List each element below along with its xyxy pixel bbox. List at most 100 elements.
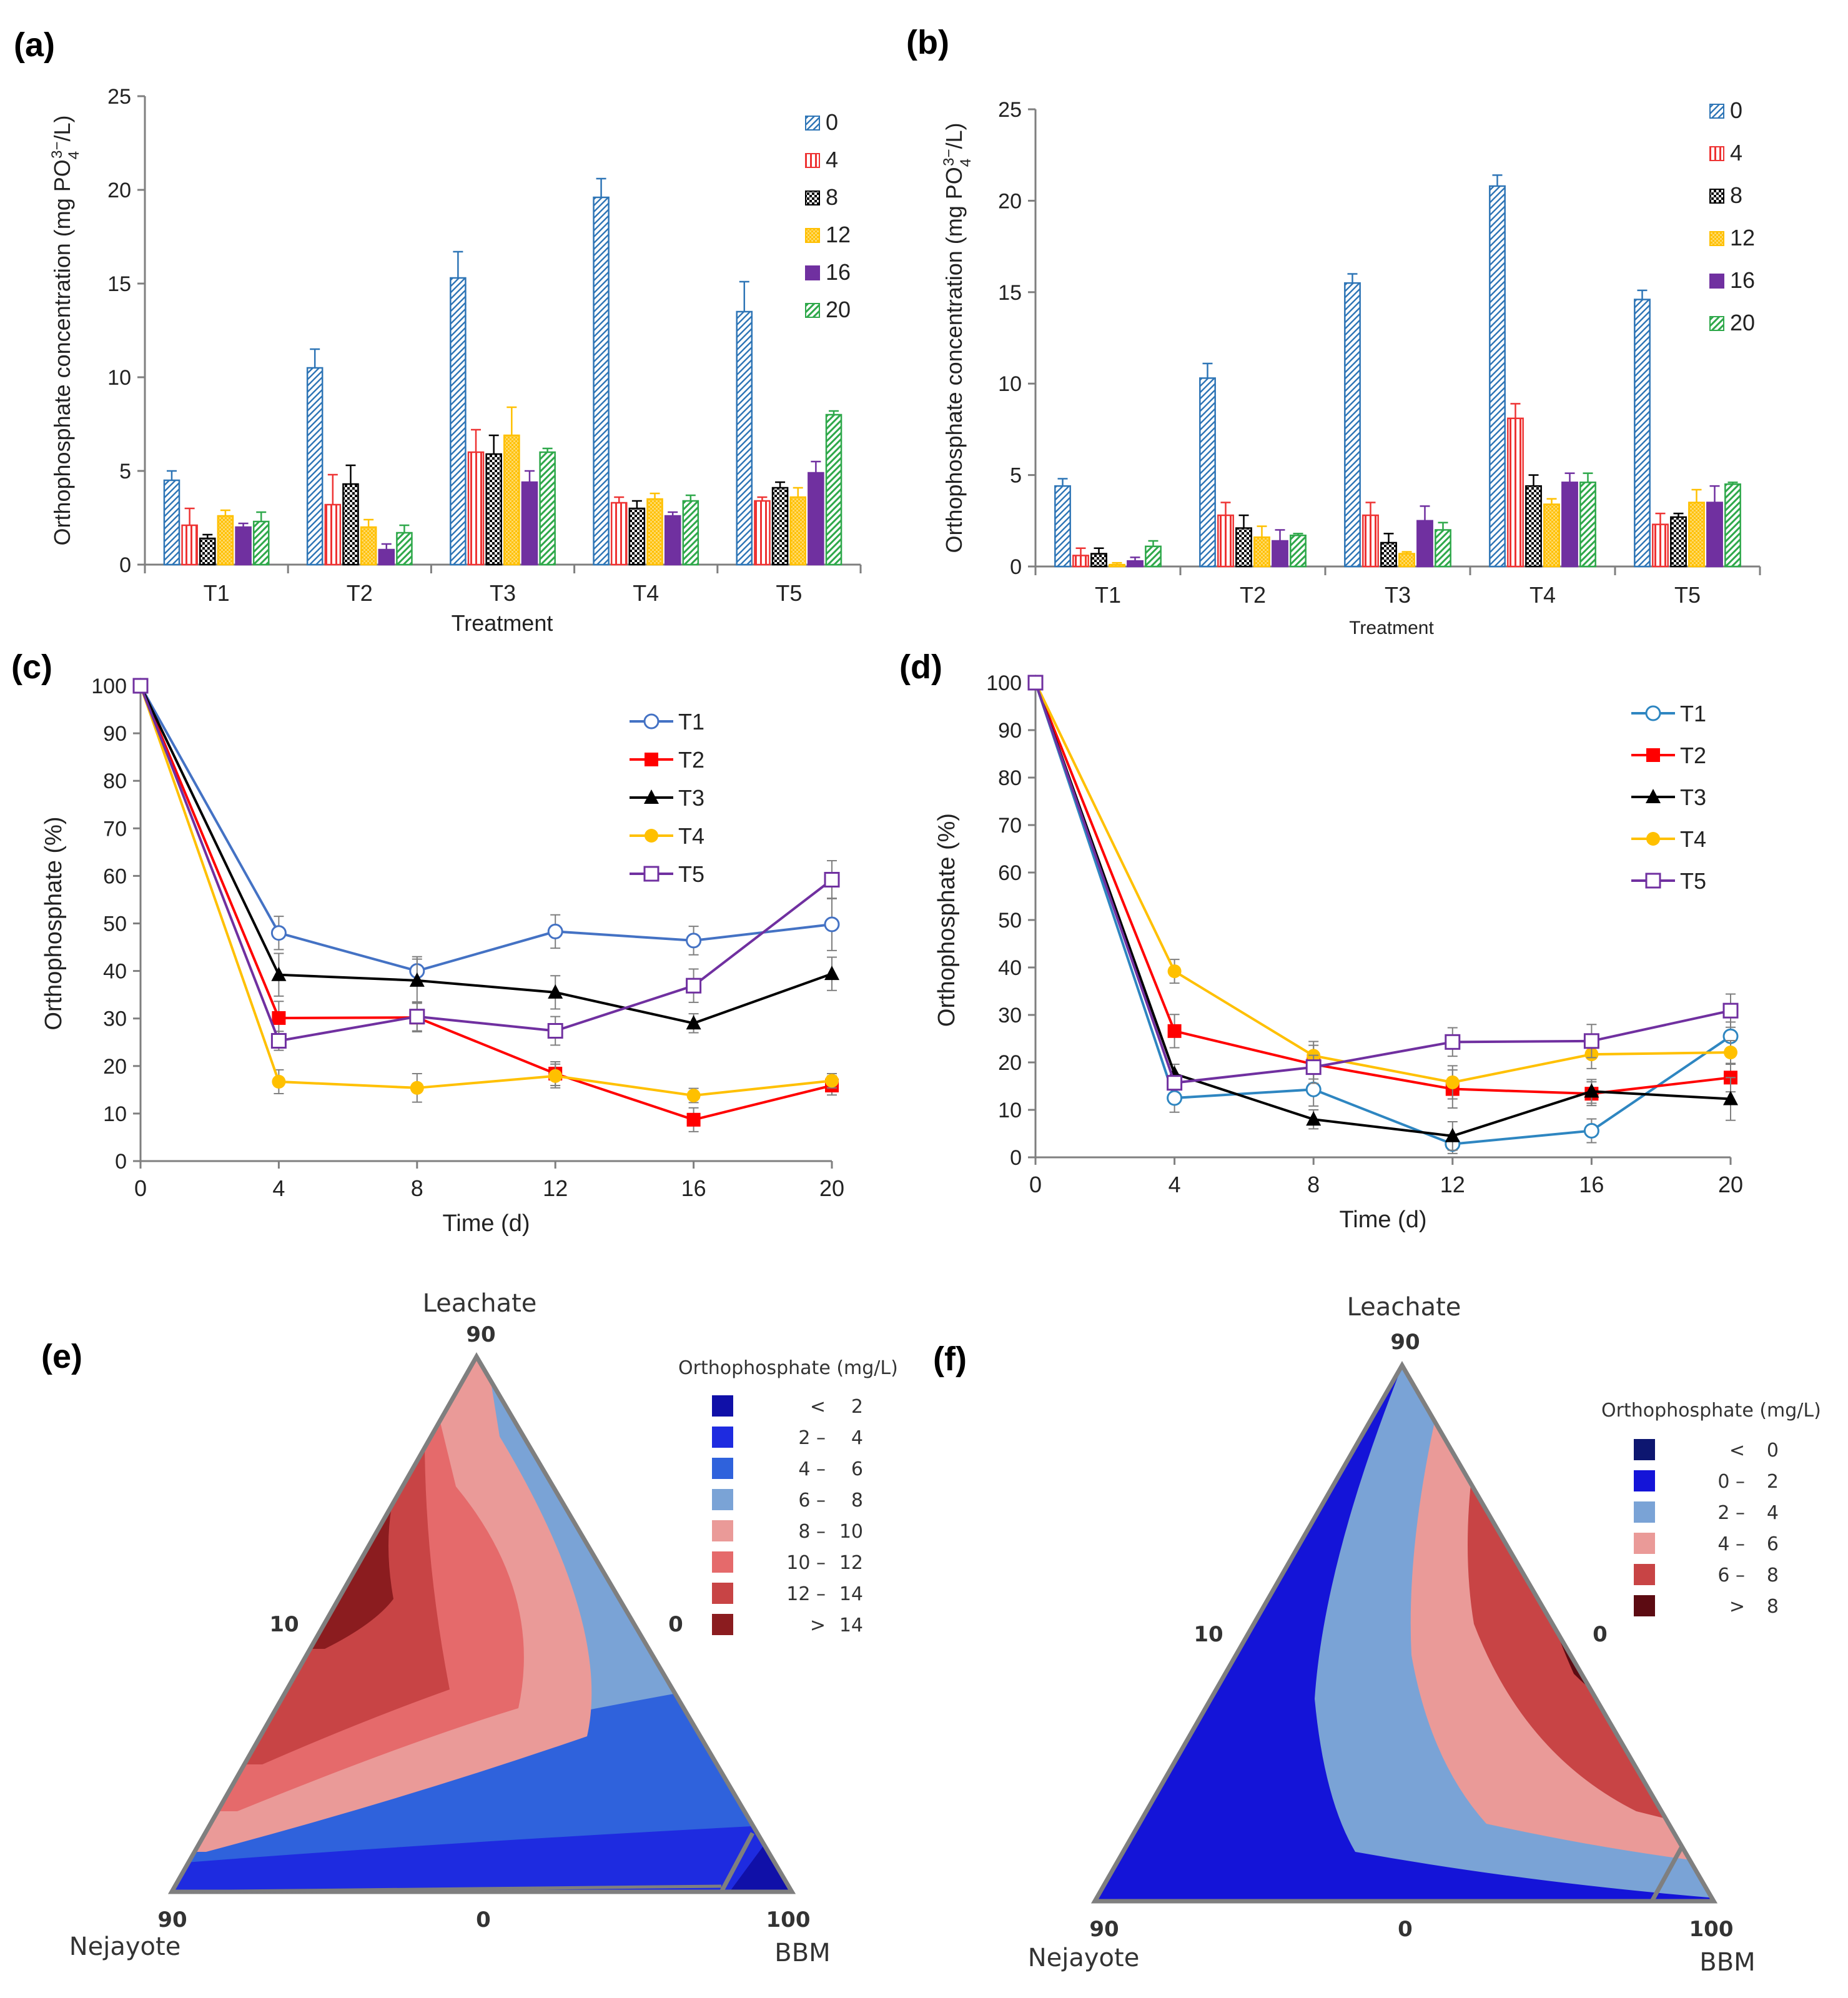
legend-swatch	[1634, 1533, 1655, 1554]
panel-label-c: (c)	[11, 648, 52, 686]
legend-range-high: 6	[851, 1458, 863, 1480]
point-T2-day-4	[272, 1011, 286, 1025]
legend-swatch	[712, 1489, 733, 1510]
y-tick-label: 15	[107, 272, 131, 296]
legend-label-T1: T1	[678, 709, 704, 734]
legend-range-low: >	[1729, 1596, 1745, 1618]
legend-swatch-4	[1709, 146, 1724, 161]
x-tick-label: 8	[1307, 1172, 1320, 1197]
legend-label-0: 0	[826, 109, 838, 135]
y-tick-label: 40	[103, 960, 127, 984]
y-tick-label: 100	[91, 675, 127, 698]
y-tick-label: 70	[998, 814, 1022, 838]
bar-T3-day-4	[1362, 514, 1379, 568]
point-T5-day-4	[1167, 1075, 1183, 1091]
tick-bottom-left: 90	[157, 1907, 187, 1932]
x-tick-label: T4	[1529, 582, 1556, 608]
legend-range-low: <	[810, 1396, 826, 1418]
bar-T4-day-8	[628, 507, 646, 566]
vertex-label-right: BBM	[774, 1939, 830, 1967]
bar-T1-day-12	[1109, 563, 1125, 568]
tick-bottom-mid: 0	[1398, 1917, 1413, 1942]
panel-label-b: (b)	[906, 24, 949, 61]
bar-T2-day-16	[378, 548, 395, 566]
legend-range-high: 2	[851, 1396, 863, 1418]
bar-T2-day-12	[1253, 536, 1270, 568]
legend-range-high: 8	[1767, 1565, 1779, 1586]
point-T4-day-8	[410, 1081, 424, 1095]
tick-bottom-right: 100	[766, 1907, 811, 1932]
legend-range-low: 6 –	[798, 1490, 826, 1511]
legend-swatch	[1634, 1595, 1655, 1616]
point-T1-day-8	[1305, 1081, 1322, 1097]
vertex-label-top: Leachate	[1347, 1293, 1461, 1322]
bar-T5-day-16	[1706, 502, 1723, 568]
bar-T5-day-0	[1634, 299, 1651, 568]
legend-range-low: >	[810, 1615, 826, 1636]
point-T3-day-12	[1445, 1127, 1460, 1142]
bar-T5-day-0	[736, 310, 753, 566]
legend-label-T5: T5	[678, 861, 704, 887]
bar-T1-day-12	[217, 515, 234, 566]
legend-range-high: 0	[1767, 1440, 1779, 1461]
bar-T2-day-4	[324, 503, 342, 566]
legend-label-20: 20	[1730, 310, 1755, 335]
legend-marker-T4	[645, 829, 658, 843]
bar-T5-day-20	[1724, 483, 1741, 568]
line-chart-c: 0 10 20 30 40 50 60 70 80 90 100 0 4 8 12 16 20 Time (d) O…	[41, 675, 844, 1237]
triangle-subregion-outline	[719, 1832, 755, 1893]
legend-swatch-16	[805, 265, 820, 280]
y-tick-label: 60	[998, 861, 1022, 885]
legend-swatch-12	[805, 228, 820, 243]
triangle-outline	[167, 1352, 796, 1894]
vertex-label-left: Nejayote	[1028, 1944, 1140, 1972]
legend-label-T4: T4	[1680, 826, 1706, 852]
bar-T3-day-12	[503, 434, 520, 566]
vertex-label-left: Nejayote	[69, 1932, 181, 1961]
ternary-plot-e: Leachate 90 10 0 90 0 100 Nejayote BBM O…	[69, 1289, 898, 1967]
point-T3-day-20	[1723, 1090, 1738, 1105]
legend-marker-T4	[1646, 832, 1660, 846]
x-tick-label: T4	[633, 580, 659, 606]
x-tick-label: T5	[776, 580, 802, 606]
legend-swatch	[1634, 1439, 1655, 1460]
legend-label-T5: T5	[1680, 868, 1706, 894]
y-tick-label: 5	[1010, 464, 1022, 488]
y-tick-label: 25	[107, 85, 131, 109]
x-tick-label: 20	[819, 1175, 844, 1201]
legend-range-high: 10	[839, 1521, 863, 1543]
bar-T2-day-16	[1272, 540, 1288, 568]
legend-swatch	[712, 1427, 733, 1448]
legend-swatch	[712, 1614, 733, 1635]
point-T5-day-4	[270, 1032, 287, 1049]
tick-right-side: 0	[668, 1612, 683, 1637]
legend-marker-T2	[645, 753, 658, 766]
bar-T3-day-12	[1398, 553, 1415, 568]
legend-swatch-0	[1709, 104, 1724, 119]
legend-swatch	[712, 1520, 733, 1541]
point-T4-day-16	[686, 1088, 701, 1102]
x-axis-label: Time (d)	[1339, 1207, 1426, 1233]
bar-T1-day-16	[1127, 560, 1144, 568]
point-T1-day-12	[547, 923, 563, 939]
bar-T5-day-20	[825, 413, 842, 566]
legend-label-T1: T1	[1680, 701, 1706, 726]
point-T1-day-4	[270, 925, 287, 941]
legend-swatch-20	[805, 303, 820, 318]
legend-swatch-8	[805, 190, 820, 205]
point-T1-day-16	[686, 932, 702, 949]
bar-T4-day-12	[1543, 503, 1560, 568]
legend-swatch-4	[805, 153, 820, 168]
bar-T3-day-0	[1344, 282, 1361, 568]
bar-T2-day-8	[1235, 527, 1252, 568]
legend-marker-T5	[643, 866, 660, 882]
legend-marker-T1	[643, 713, 660, 729]
series-line-T2	[139, 685, 833, 1121]
y-tick-label: 30	[998, 1004, 1022, 1027]
bar-T5-day-4	[1652, 523, 1669, 568]
line-chart-d: 0 10 20 30 40 50 60 70 80 90 100 0 4 8 12 16 20 Time (d) O…	[934, 671, 1743, 1233]
bar-T2-day-4	[1217, 514, 1234, 568]
y-tick-label: 50	[998, 909, 1022, 932]
point-T3-day-16	[1584, 1083, 1599, 1098]
